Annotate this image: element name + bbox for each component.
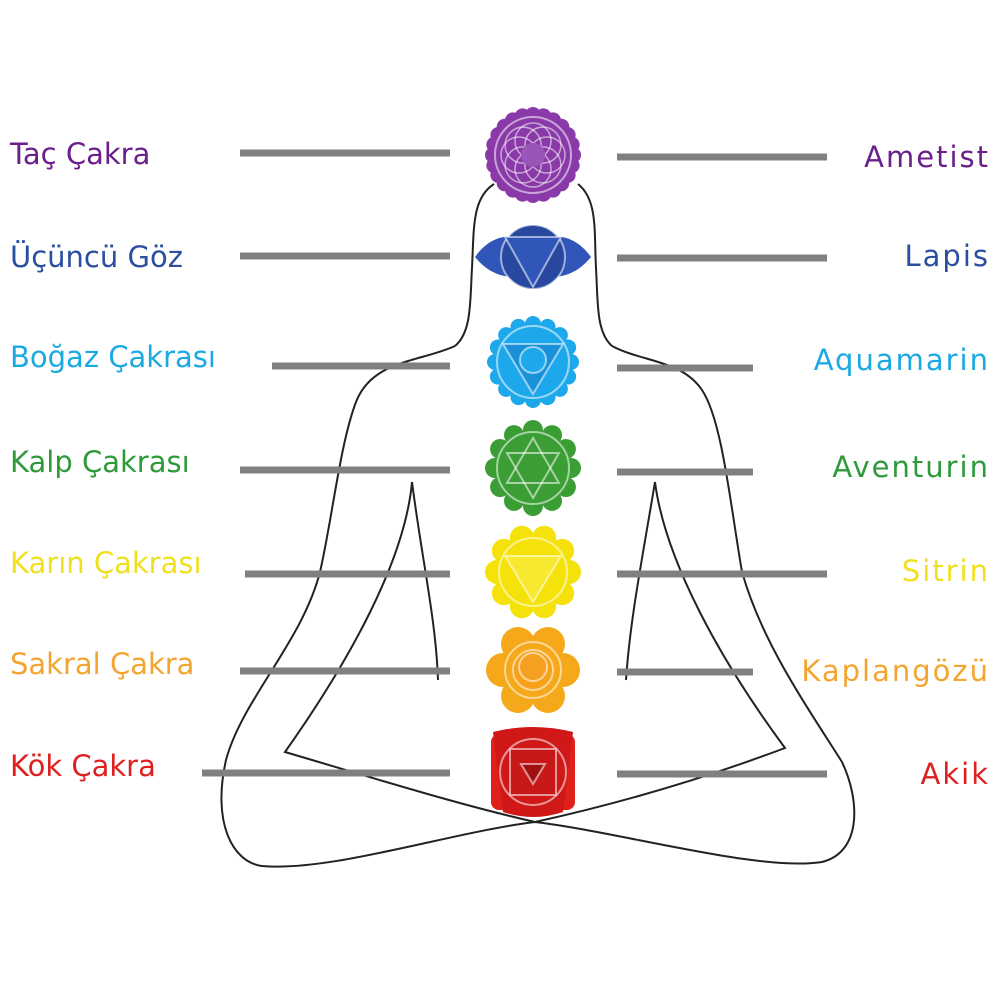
root-chakra-icon (491, 727, 575, 817)
solar-plexus-chakra-icon (485, 525, 581, 619)
left-arm-inner (411, 481, 439, 681)
heart-chakra-icon (485, 420, 581, 516)
chakra-label-sakral-cakra: Sakral Çakra (10, 647, 195, 681)
crown-chakra-icon (485, 107, 581, 203)
third-eye-chakra-icon (475, 224, 591, 290)
head-outline-right (577, 183, 613, 347)
left-arm-outline (283, 481, 536, 823)
chakra-label-kalp-cakrasi: Kalp Çakrası (10, 445, 190, 479)
stone-label-aquamarin: Aquamarin (813, 343, 990, 377)
chakra-label-ucuncu-goz: Üçüncü Göz (10, 240, 183, 274)
right-arm-inner (625, 481, 656, 681)
stone-label-lapis: Lapis (904, 239, 990, 273)
head-outline (454, 183, 495, 347)
stone-label-aventurin: Aventurin (832, 450, 990, 484)
stone-label-ametist: Ametist (864, 140, 990, 174)
stone-label-sitrin: Sitrin (901, 554, 990, 588)
sacral-chakra-icon (486, 627, 580, 713)
stone-label-kaplangozu: Kaplangözü (801, 654, 990, 688)
body-outline (220, 183, 856, 868)
stone-label-akik: Akik (920, 757, 990, 791)
throat-chakra-icon (487, 316, 579, 408)
chakra-label-kok-cakra: Kök Çakra (10, 749, 156, 783)
right-arm-outline (534, 481, 787, 823)
chakra-label-karin-cakrasi: Karın Çakrası (10, 546, 202, 580)
chakra-label-tac-cakra: Taç Çakra (10, 137, 151, 171)
chakra-label-bogaz-cakrasi: Boğaz Çakrası (10, 340, 216, 374)
